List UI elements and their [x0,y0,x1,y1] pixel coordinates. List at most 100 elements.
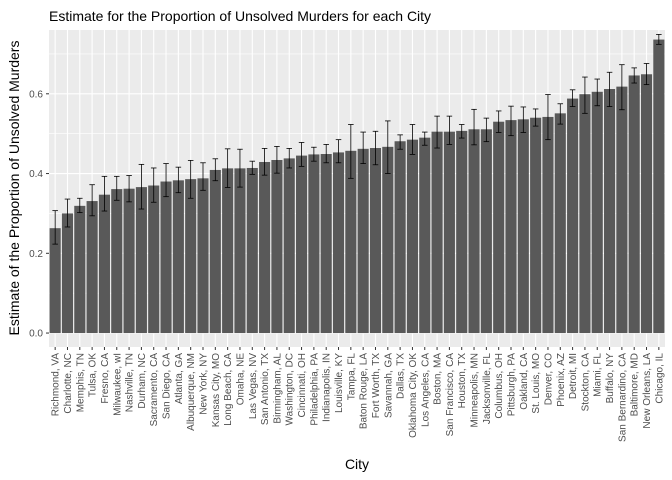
error-bar [520,106,527,133]
bar [271,159,283,334]
x-tick-label: Baton Rouge, LA [359,353,370,429]
x-tick-label: Houston, TX [457,353,468,409]
bar [579,94,591,334]
x-tick-label: Denver, CO [543,353,554,405]
x-tick-label: Tulsa, OK [88,353,99,397]
bars [49,39,665,334]
x-tick-label: Richmond, VA [51,353,62,417]
bar [308,154,320,334]
error-bar [532,108,539,127]
x-tick-label: New Orleans, LA [642,353,653,429]
x-tick-label: New York, NY [199,353,210,415]
bar [493,121,505,334]
error-bar [126,175,132,203]
error-bar [163,163,169,198]
bar [49,228,61,334]
x-tick-label: Baltimore, MD [630,353,641,416]
error-bar [311,146,317,162]
error-bar [323,144,329,164]
x-tick-label: Indianapolis, IN [322,353,333,422]
x-axis-title: City [345,456,369,472]
bar [604,89,616,334]
error-bar [446,115,453,145]
error-bar [483,117,490,143]
x-tick-label: Buffalo, NY [605,353,616,404]
error-bar [458,124,465,139]
error-bar [619,64,625,111]
x-tick-label: Albuquerque, NM [186,353,197,431]
bar [431,131,443,334]
error-bar [335,139,342,164]
bar [406,139,418,334]
error-bar [101,175,108,212]
x-tick-label: Cincinnati, OH [297,353,308,417]
bar [123,188,135,334]
x-tick-label: Nashville, TN [125,353,136,412]
x-tick-label: Phoenix, AZ [556,353,567,407]
bar [554,113,566,334]
y-tick-label: 0.4 [29,169,43,180]
x-tick-label: Boston, MA [433,353,444,405]
error-bar [286,148,293,169]
bar [517,119,529,334]
error-bar [77,197,83,214]
error-bars [52,33,662,245]
error-bar [150,167,157,203]
error-bar [631,67,637,84]
error-bar [200,162,206,191]
error-bar [224,148,231,188]
error-bar [113,175,120,201]
error-bar [656,33,662,45]
bar [443,131,455,334]
bar [172,180,184,334]
bar [246,167,258,334]
x-tick-label: Las Vegas, NV [248,353,259,419]
bar [209,169,221,334]
error-bar [52,210,58,245]
bar [332,152,345,334]
bar [456,130,468,334]
bar [505,120,517,334]
bar [542,116,554,334]
bar [419,137,431,334]
error-bar [89,184,95,217]
error-bar [508,105,514,137]
x-tick-label: Jacksonville, FL [482,353,493,425]
bar [628,75,640,334]
error-bar [249,160,256,175]
bar [234,168,246,334]
x-tick-label: San Diego, CA [162,353,173,419]
y-axis-title: Estimate of the Proportion of Unsolved M… [6,41,22,336]
bar [567,98,579,334]
error-bar [385,120,391,174]
x-tick-label: Omaha, NE [235,353,246,406]
x-tick-label: Oakland, CA [519,353,530,410]
x-axis: Richmond, VA Charlotte, NC Memphis, TN Tuls… [51,347,665,442]
x-tick-label: Philadelphia, PA [309,353,320,426]
x-tick-label: St. Louis, MO [531,353,542,414]
x-tick-label: San Francisco, CA [445,353,456,437]
x-tick-label: Atlanta, GA [174,353,185,404]
bar [111,189,123,334]
y-tick-label: 0.6 [29,89,43,100]
x-tick-label: Minneapolis, MN [470,353,481,427]
x-tick-label: Washington, DC [285,353,296,425]
bar [320,154,332,334]
x-tick-label: Columbus, OH [494,353,505,419]
error-bar [64,198,71,228]
bar [197,178,209,334]
bar [74,205,86,334]
bar [61,213,74,334]
error-bar [582,76,588,114]
bar [394,141,406,334]
error-bar [569,89,576,107]
bar [468,129,480,334]
x-tick-label: Sacramento, CA [149,353,160,427]
error-bar [471,108,477,146]
y-tick-label: 0.0 [29,329,43,340]
error-bar [397,134,403,150]
bar [296,155,308,334]
x-tick-label: Los Angeles, CA [420,353,431,427]
bar [591,91,603,334]
